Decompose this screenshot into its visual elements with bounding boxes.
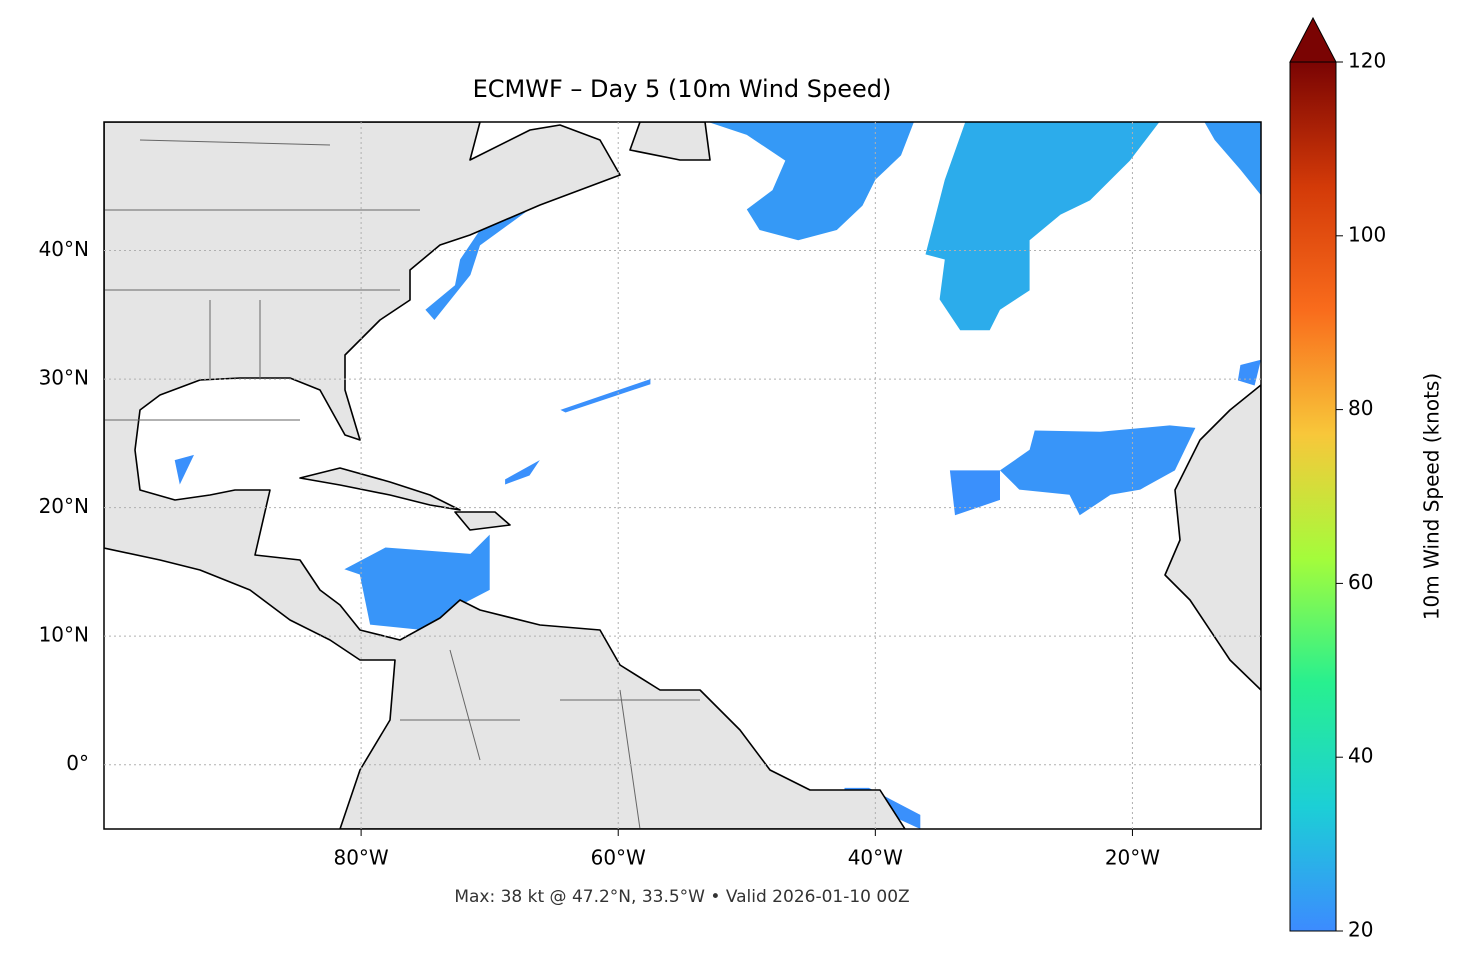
y-tick-label: 20°N <box>39 494 89 518</box>
x-tick-label: 60°W <box>591 846 646 870</box>
colorbar-tick-label: 20 <box>1348 918 1373 942</box>
nova-scotia <box>629 122 711 161</box>
y-tick-label: 40°N <box>39 237 89 261</box>
wind-area <box>1000 425 1196 516</box>
americas <box>104 122 906 829</box>
colorbar-tick-label: 60 <box>1348 570 1373 594</box>
y-tick-label: 30°N <box>39 366 89 390</box>
wind-area <box>505 460 540 485</box>
wind-area <box>708 122 914 241</box>
colorbar-tick-label: 120 <box>1348 49 1386 73</box>
colorbar-tick-label: 80 <box>1348 396 1373 420</box>
colorbar <box>1289 61 1337 932</box>
colorbar-label: 10m Wind Speed (knots) <box>1420 373 1444 620</box>
y-tick-label: 10°N <box>39 623 89 647</box>
colorbar-tick-label: 40 <box>1348 744 1373 768</box>
y-tick-label: 0° <box>66 751 89 775</box>
wind-area <box>425 205 530 320</box>
wind-area <box>949 470 1000 516</box>
borders <box>104 139 700 829</box>
wind-area <box>560 379 651 413</box>
hispaniola <box>454 511 511 531</box>
plot-frame <box>103 121 1262 830</box>
map <box>104 122 1261 829</box>
wind-area <box>925 122 1160 331</box>
wind-area <box>174 454 194 485</box>
x-tick-label: 20°W <box>1105 846 1160 870</box>
cuba <box>299 467 461 511</box>
x-tick-label: 80°W <box>333 846 388 870</box>
wind-area <box>1204 122 1261 196</box>
colorbar-tick-label: 100 <box>1348 222 1386 246</box>
chart-title: ECMWF – Day 5 (10m Wind Speed) <box>473 75 892 103</box>
footnote: Max: 38 kt @ 47.2°N, 33.5°W • Valid 2026… <box>454 887 909 907</box>
colorbar-extend <box>1289 16 1337 63</box>
africa <box>1164 384 1261 691</box>
x-tick-label: 40°W <box>848 846 903 870</box>
